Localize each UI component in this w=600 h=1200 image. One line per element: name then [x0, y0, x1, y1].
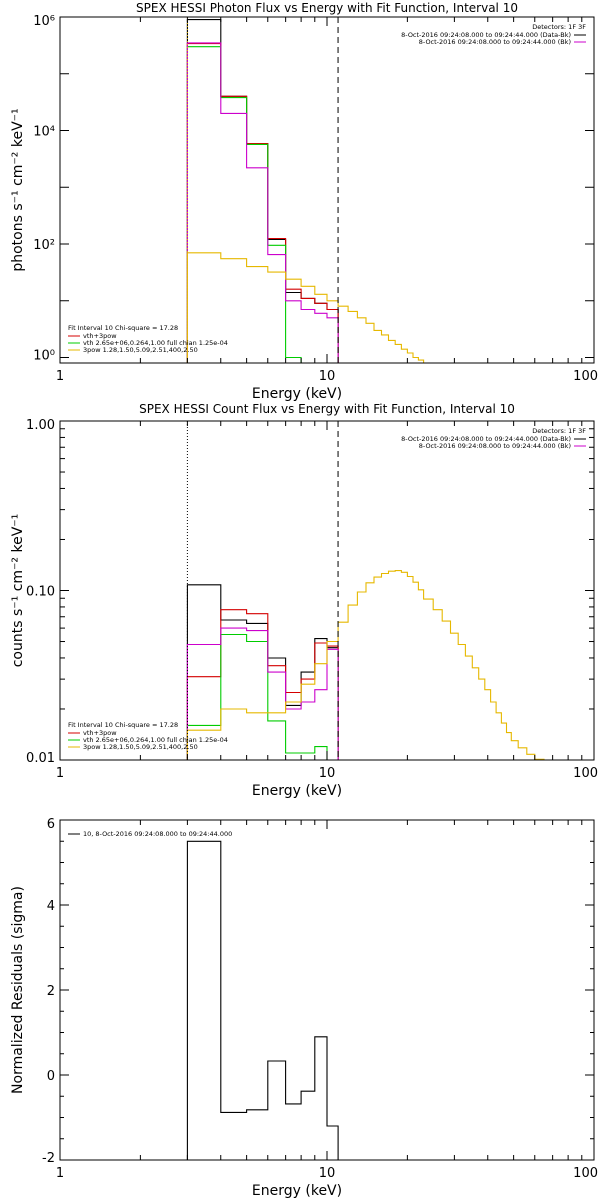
legend-entry: vth 2.65e+06,0.264,1.00 full chian 1.25e… [83, 736, 228, 744]
legend-entry: 8-Oct-2016 09:24:08.000 to 09:24:44.000 … [419, 442, 571, 450]
x-axis-label: Energy (keV) [252, 783, 342, 799]
x-axis-label: Energy (keV) [252, 386, 342, 402]
y-tick-label: 10² [33, 238, 55, 253]
series-line-3 [186, 627, 339, 760]
legend-entry: vth 2.65e+06,0.264,1.00 full chian 1.25e… [83, 339, 228, 347]
x-tick-label: 1 [56, 766, 64, 781]
series-line-0 [186, 840, 339, 1160]
y-tick-label: -2 [42, 1151, 55, 1166]
x-tick-label: 100 [573, 369, 598, 384]
legend-entry: 8-Oct-2016 09:24:08.000 to 09:24:44.000 … [401, 435, 571, 443]
x-tick-label: 100 [573, 1166, 598, 1181]
legend-entry: 8-Oct-2016 09:24:08.000 to 09:24:44.000 … [419, 38, 571, 46]
y-tick-label: 10⁰ [33, 349, 55, 364]
legend-bottom-left: Fit Interval 10 Chi-square = 17.28vth+3p… [68, 721, 228, 751]
series-group [186, 19, 425, 363]
legend-bottom-left: Fit Interval 10 Chi-square = 17.28vth+3p… [68, 324, 228, 354]
series-line-2 [186, 633, 339, 760]
legend-entry: 3pow 1.28,1.50,5.09,2.51,400,2.50 [83, 743, 198, 751]
y-tick-label: 1.00 [26, 418, 55, 433]
legend-entry: 3pow 1.28,1.50,5.09,2.51,400,2.50 [83, 346, 198, 354]
y-axis-label: Normalized Residuals (sigma) [10, 886, 26, 1094]
legend-top-right: Detectors: 1F 3F8-Oct-2016 09:24:08.000 … [401, 427, 586, 450]
chart-title: SPEX HESSI Count Flux vs Energy with Fit… [139, 402, 515, 416]
series-line-4 [186, 252, 425, 363]
series-group [186, 570, 572, 760]
count-flux-panel: SPEX HESSI Count Flux vs Energy with Fit… [10, 402, 598, 799]
legend-header: Fit Interval 10 Chi-square = 17.28 [68, 721, 178, 729]
chart-title: SPEX HESSI Photon Flux vs Energy with Fi… [136, 1, 518, 15]
x-axis-label: Energy (keV) [252, 1183, 342, 1199]
y-tick-label: 10⁶ [33, 14, 55, 29]
legend-top-right: Detectors: 1F 3F8-Oct-2016 09:24:08.000 … [401, 23, 586, 46]
x-tick-label: 10 [319, 766, 336, 781]
legend-entry: vth+3pow [83, 729, 117, 737]
y-tick-label: 0 [47, 1069, 55, 1084]
legend-entry: vth+3pow [83, 332, 117, 340]
y-tick-label: 0.10 [26, 585, 55, 600]
y-tick-label: 2 [47, 984, 55, 999]
x-tick-label: 100 [573, 766, 598, 781]
x-tick-label: 1 [56, 1166, 64, 1181]
legend-entry: 10, 8-Oct-2016 09:24:08.000 to 09:24:44.… [83, 830, 232, 838]
y-tick-label: 6 [47, 817, 55, 832]
x-tick-label: 10 [319, 369, 336, 384]
y-tick-label: 0.01 [26, 751, 55, 766]
y-axis-label: photons s⁻¹ cm⁻² keV⁻¹ [10, 108, 26, 271]
legend-header: Fit Interval 10 Chi-square = 17.28 [68, 324, 178, 332]
y-axis-label: counts s⁻¹ cm⁻² keV⁻¹ [10, 514, 26, 668]
x-tick-label: 1 [56, 369, 64, 384]
series-group [186, 840, 339, 1160]
y-tick-label: 4 [47, 899, 55, 914]
legend-header: Detectors: 1F 3F [532, 23, 586, 31]
legend-top-left: 10, 8-Oct-2016 09:24:08.000 to 09:24:44.… [68, 830, 232, 838]
photon-flux-panel: SPEX HESSI Photon Flux vs Energy with Fi… [10, 1, 598, 402]
legend-entry: 8-Oct-2016 09:24:08.000 to 09:24:44.000 … [401, 31, 571, 39]
legend-header: Detectors: 1F 3F [532, 427, 586, 435]
x-tick-label: 10 [319, 1166, 336, 1181]
y-tick-label: 10⁴ [33, 125, 55, 140]
residuals-panel: 1 10 100 Energy (keV) -2 0 2 4 6 Normalized Resid… [10, 817, 598, 1199]
series-line-4 [186, 570, 572, 760]
